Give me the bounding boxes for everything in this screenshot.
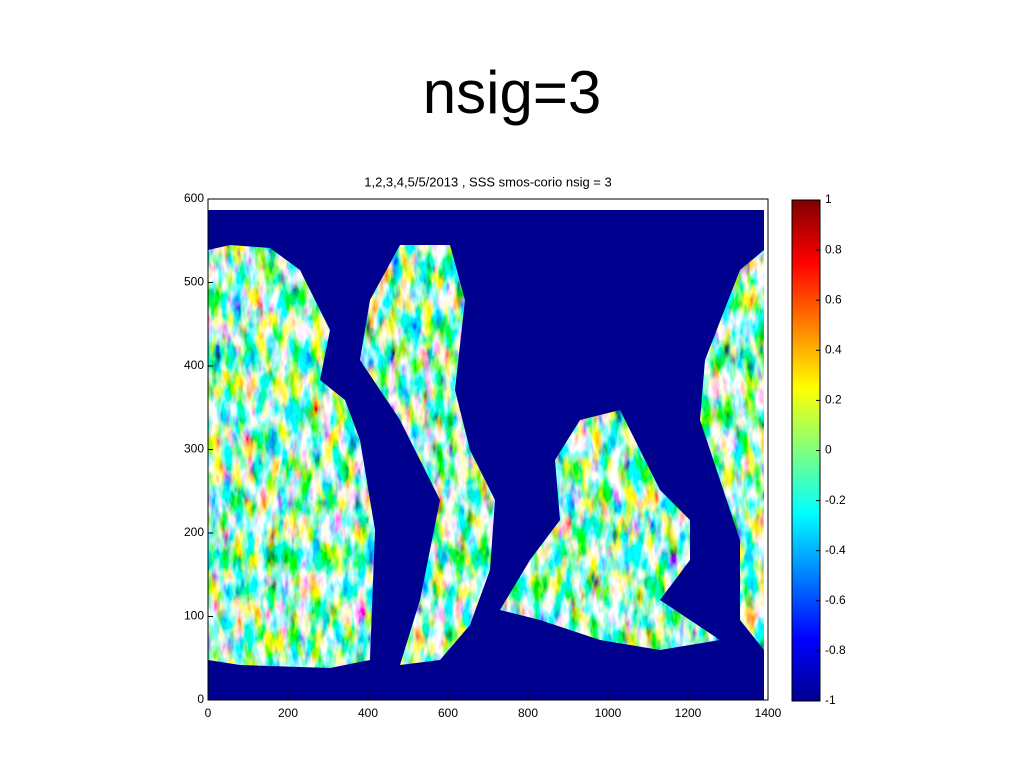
colorbar-tick-label: 0.2 (825, 393, 842, 407)
x-tick-label: 400 (358, 706, 378, 720)
colorbar-tick-label: 0.4 (825, 342, 842, 356)
x-tick-label: 600 (438, 706, 458, 720)
colorbar-tick-label: 0.8 (825, 242, 842, 256)
x-tick-label: 800 (518, 706, 538, 720)
colorbar-tick-label: -1 (825, 693, 836, 707)
y-tick-label: 500 (184, 275, 204, 289)
x-tick-label: 200 (278, 706, 298, 720)
colorbar-tick-label: 0.6 (825, 292, 842, 306)
colorbar-tick-label: 0 (825, 443, 832, 457)
colorbar-tick-label: -0.8 (825, 643, 846, 657)
slide-title: nsig=3 (423, 59, 601, 126)
colorbar-tick-label: -0.6 (825, 593, 846, 607)
colorbar-tick-label: -0.4 (825, 543, 846, 557)
y-tick-label: 600 (184, 191, 204, 205)
chart-title: 1,2,3,4,5/5/2013 , SSS smos-corio nsig =… (364, 174, 612, 189)
y-tick-label: 0 (197, 692, 204, 706)
y-tick-label: 400 (184, 358, 204, 372)
colorbar-tick-label: 1 (825, 192, 832, 206)
x-tick-label: 1000 (595, 706, 622, 720)
y-tick-label: 300 (184, 442, 204, 456)
y-tick-label: 200 (184, 525, 204, 539)
colorbar (791, 199, 821, 702)
x-tick-label: 0 (205, 706, 212, 720)
x-tick-label: 1200 (675, 706, 702, 720)
x-tick-label: 1400 (755, 706, 782, 720)
y-tick-label: 100 (184, 609, 204, 623)
colorbar-tick-label: -0.2 (825, 493, 846, 507)
